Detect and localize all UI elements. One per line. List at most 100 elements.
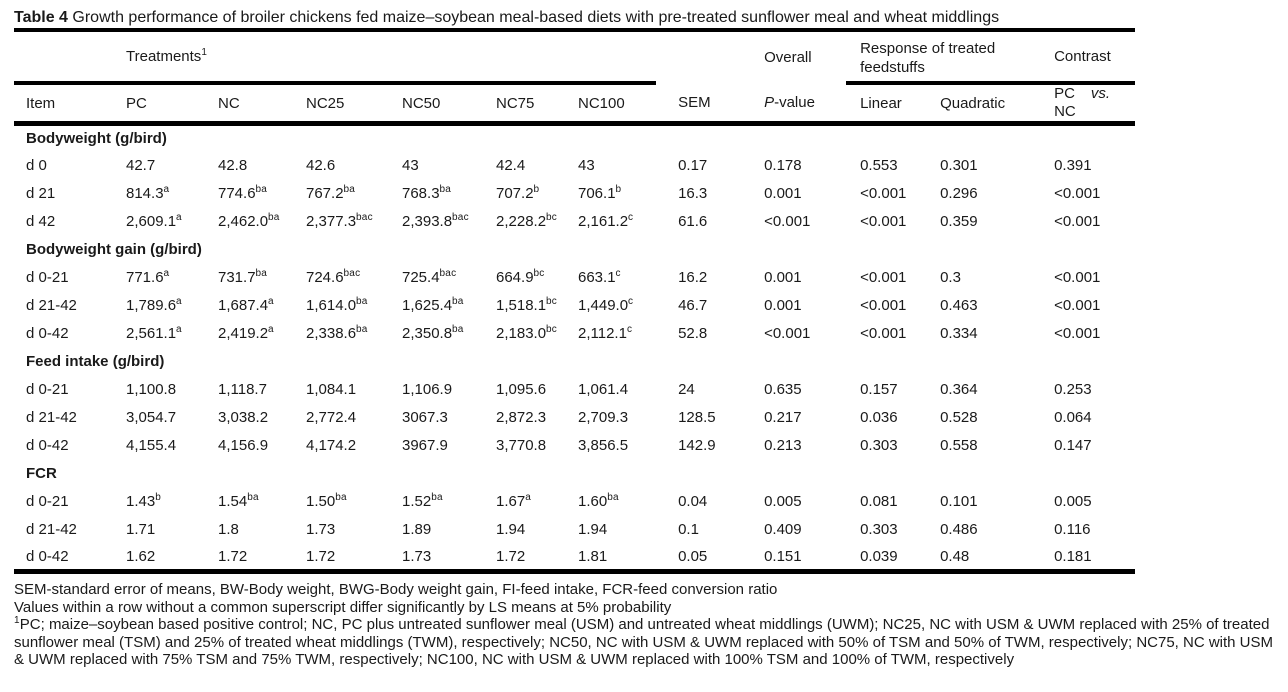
col-pvalue: P-value (750, 83, 847, 126)
col-contrast-pc-vs-nc: PC vs. NC (1040, 83, 1136, 126)
table-row: d 0-21 1.43b 1.54ba 1.50ba 1.52ba 1.67a 1.60ba… (14, 488, 1135, 516)
group-overall: Overall (764, 49, 812, 66)
sem-value-cell: 16.3 (678, 185, 708, 202)
significance-superscript: a (525, 492, 531, 503)
value: 767.2 (306, 185, 344, 202)
treatment-value-cell: 1.52ba (402, 488, 496, 516)
pvalue-rest: -value (774, 93, 815, 111)
quadratic-value-cell: 0.296 (940, 185, 978, 202)
significance-superscript: bc (533, 268, 545, 279)
sem-value-cell: 61.6 (678, 213, 708, 230)
value: 1.73 (402, 547, 432, 565)
contrast-pc: PC (1054, 85, 1075, 102)
value: 1.94 (496, 521, 526, 538)
significance-superscript: a (176, 212, 182, 223)
treatment-value-cell: 1.60ba (578, 488, 656, 516)
treatment-value-cell: 2,350.8ba (402, 320, 496, 348)
table-row: d 0 42.7 42.8 42.6 43 42.4 43 0.17 0.178 0.553 0.3… (14, 152, 1135, 180)
p-value-cell: <0.001 (764, 325, 811, 342)
contrast-vs: vs. (1090, 85, 1111, 102)
treatment-value-cell: 1.67a (496, 488, 578, 516)
p-value-cell: 0.001 (764, 185, 802, 202)
treatment-value-cell: 664.9bc (496, 264, 578, 292)
table-row: d 0-21 1,100.8 1,118.7 1,084.1 1,106.9 1,095.… (14, 376, 1135, 404)
value: 2,183.0 (496, 325, 547, 342)
value: 3,054.7 (126, 409, 177, 426)
significance-superscript: ba (431, 492, 443, 503)
value: 2,561.1 (126, 325, 177, 342)
value: 2,872.3 (496, 409, 547, 426)
treatment-value-cell: 2,462.0ba (218, 208, 306, 236)
value: 42.4 (496, 157, 526, 174)
significance-superscript: bac (439, 268, 457, 279)
group-treatments-label: Treatments (126, 48, 202, 65)
p-value-cell: 0.635 (764, 381, 802, 398)
section-header-row: Feed intake (g/bird) (14, 348, 1135, 376)
treatment-value-cell: 1.94 (496, 516, 578, 544)
significance-superscript: c (626, 324, 633, 335)
treatment-value-cell: 731.7ba (218, 264, 306, 292)
treatment-value-cell: 1.43b (126, 488, 218, 516)
value: 768.3 (402, 185, 440, 202)
table-row: d 0-42 4,155.4 4,156.9 4,174.2 3967.9 3,770.8… (14, 432, 1135, 460)
treatment-value-cell: 1.94 (578, 516, 656, 544)
value: 2,338.6 (306, 325, 357, 342)
significance-superscript: c (628, 212, 634, 223)
significance-superscript: a (176, 296, 182, 307)
table-title-text: Growth performance of broiler chickens f… (67, 9, 1000, 26)
treatment-value-cell: 3967.9 (402, 432, 496, 460)
quadratic-value-cell: 0.528 (940, 409, 978, 426)
sem-value-cell: 24 (678, 381, 695, 398)
significance-superscript: a (176, 324, 182, 335)
contrast-nc: NC (1054, 103, 1076, 120)
significance-superscript: a (163, 268, 170, 279)
value: 3,038.2 (218, 409, 269, 426)
treatments-footnote-marker: 1 (201, 47, 208, 58)
value: 3967.9 (402, 437, 448, 454)
value: 1,687.4 (218, 297, 269, 314)
value: 1.67 (496, 493, 526, 510)
treatment-value-cell: 1,789.6a (126, 292, 218, 320)
significance-superscript: bc (546, 324, 558, 335)
contrast-value-cell: 0.391 (1054, 157, 1092, 174)
treatment-value-cell: 1,614.0ba (306, 292, 402, 320)
quadratic-value-cell: 0.359 (940, 213, 978, 230)
significance-superscript: ba (356, 324, 368, 335)
footnote-diet-definitions-text: PC; maize–soybean based positive control… (14, 616, 1274, 668)
table-row: d 0-42 2,561.1a 2,419.2a 2,338.6ba 2,350.8ba… (14, 320, 1135, 348)
col-linear: Linear (846, 83, 927, 126)
value: 2,161.2 (578, 213, 629, 230)
treatment-value-cell: 1.54ba (218, 488, 306, 516)
treatment-value-cell: 43 (402, 152, 496, 180)
value: 1,061.4 (578, 381, 629, 398)
treatment-value-cell: 4,155.4 (126, 432, 218, 460)
treatment-value-cell: 4,174.2 (306, 432, 402, 460)
value: 1.81 (578, 547, 608, 565)
treatment-value-cell: 1,061.4 (578, 376, 656, 404)
treatment-value-cell: 42.4 (496, 152, 578, 180)
sem-value-cell: 52.8 (678, 325, 708, 342)
treatment-value-cell: 2,772.4 (306, 404, 402, 432)
sem-value-cell: 16.2 (678, 269, 708, 286)
treatment-value-cell: 42.7 (126, 152, 218, 180)
value: 1.54 (218, 493, 248, 510)
pvalue-italic-p: P (764, 93, 775, 111)
group-spacer-sem (656, 32, 750, 83)
treatment-value-cell: 1.73 (306, 516, 402, 544)
treatment-value-cell: 771.6a (126, 264, 218, 292)
value: 4,155.4 (126, 437, 177, 454)
treatment-value-cell: 1,625.4ba (402, 292, 496, 320)
row-item-label: d 0-42 (26, 325, 69, 342)
treatment-value-cell: 2,709.3 (578, 404, 656, 432)
treatment-value-cell: 2,183.0bc (496, 320, 578, 348)
treatment-value-cell: 1,100.8 (126, 376, 218, 404)
table-row: d 21-42 1,789.6a 1,687.4a 1,614.0ba 1,625.4b… (14, 292, 1135, 320)
quadratic-value-cell: 0.463 (940, 297, 978, 314)
value: 42.6 (306, 157, 336, 174)
value: 1,100.8 (126, 381, 177, 398)
value: 1.89 (402, 521, 432, 538)
row-item-label: d 0-42 (14, 543, 126, 574)
treatment-value-cell: 1,118.7 (218, 376, 306, 404)
row-item-label: d 0-21 (26, 381, 69, 398)
group-contrast: Contrast (1040, 32, 1136, 85)
